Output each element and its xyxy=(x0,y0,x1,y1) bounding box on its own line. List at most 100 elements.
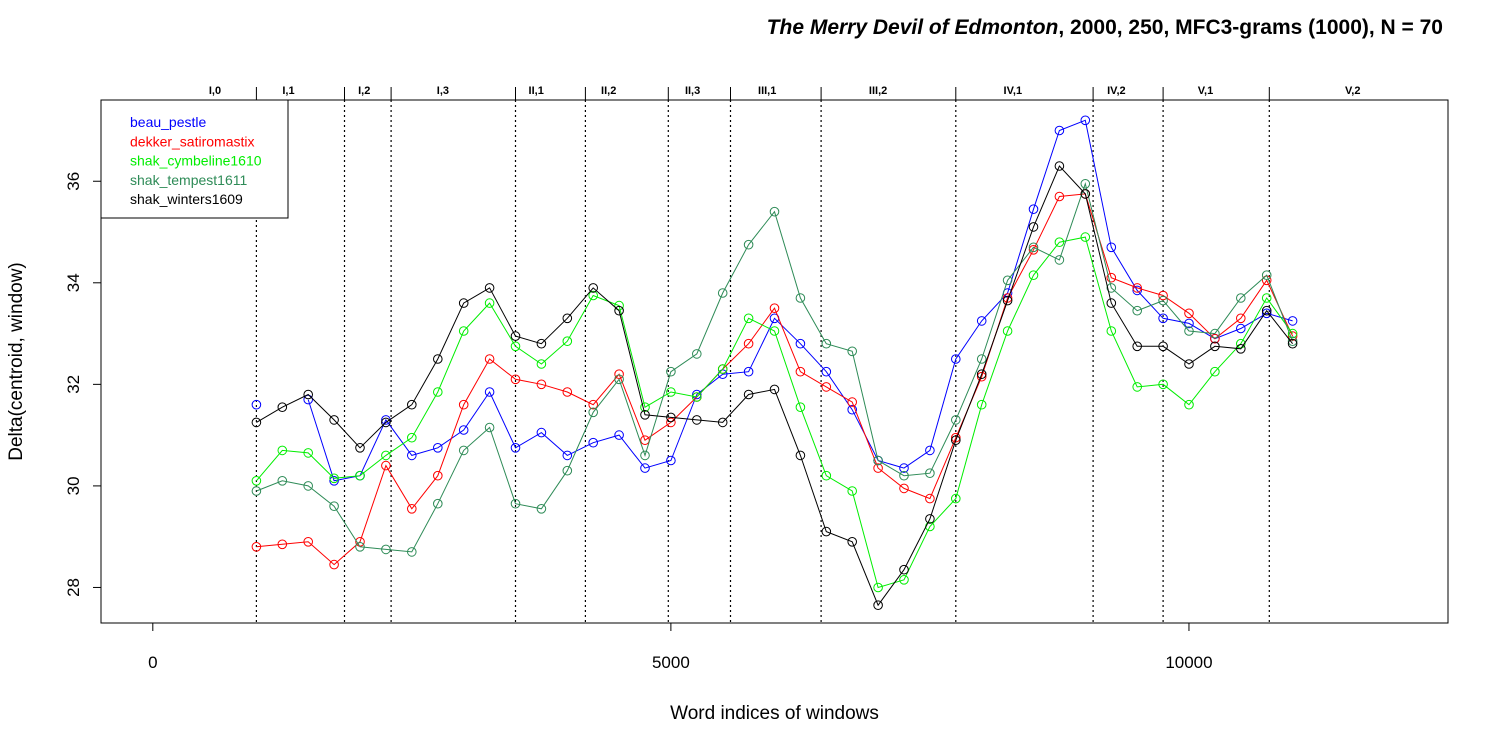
data-point xyxy=(329,559,339,570)
legend: beau_pestle dekker_satiromastix shak_cymbe… xyxy=(100,99,289,219)
legend-entry: shak_cymbeline1610 xyxy=(130,153,262,169)
data-point xyxy=(795,402,806,413)
data-point xyxy=(666,412,676,423)
data-point xyxy=(433,443,443,453)
data-point xyxy=(692,349,702,359)
data-point xyxy=(355,470,365,481)
data-point xyxy=(1158,379,1168,390)
data-point xyxy=(458,445,469,456)
data-point xyxy=(692,392,702,402)
data-point xyxy=(251,542,262,552)
data-point xyxy=(251,417,262,428)
data-point xyxy=(925,445,935,456)
data-point xyxy=(1002,275,1013,286)
legend-entry: dekker_satiromastix xyxy=(130,133,255,149)
data-point xyxy=(1261,308,1272,319)
data-point xyxy=(1132,341,1142,352)
data-point xyxy=(821,526,832,537)
data-point xyxy=(303,389,314,400)
data-point xyxy=(562,336,573,347)
data-point xyxy=(925,493,935,504)
data-point xyxy=(303,394,314,405)
data-point xyxy=(847,486,858,496)
data-point xyxy=(795,293,806,303)
data-point xyxy=(976,316,987,326)
data-point xyxy=(1028,270,1039,281)
x-tick-label: 5000 xyxy=(652,653,690,672)
series-line-shak_cymbeline1610 xyxy=(256,236,1294,589)
data-point xyxy=(355,443,365,453)
scene-label: V,1 xyxy=(1198,85,1214,97)
data-point xyxy=(1054,161,1065,171)
x-tick-label: 0 xyxy=(148,653,157,672)
data-point xyxy=(1002,293,1013,303)
data-point xyxy=(743,338,754,349)
data-point xyxy=(743,313,754,324)
data-point xyxy=(536,379,547,390)
data-point xyxy=(821,366,832,377)
data-point xyxy=(484,387,495,397)
data-point xyxy=(1080,115,1091,126)
data-point xyxy=(484,354,495,364)
series-shak_cymbeline1610 xyxy=(251,232,1298,593)
data-point xyxy=(976,369,987,380)
data-point xyxy=(458,298,469,308)
y-tick-label: 34 xyxy=(64,273,83,292)
legend-entry: beau_pestle xyxy=(130,114,207,130)
scene-label: II,2 xyxy=(601,85,616,97)
y-tick-label: 32 xyxy=(64,375,83,394)
data-point xyxy=(717,364,728,374)
data-point xyxy=(717,288,728,298)
data-point xyxy=(847,397,858,407)
scene-label: I,3 xyxy=(437,85,449,97)
data-point xyxy=(1132,305,1142,316)
data-point xyxy=(614,374,624,385)
data-point xyxy=(640,450,650,461)
chart-title: The Merry Devil of Edmonton, 2000, 250, … xyxy=(767,16,1443,39)
data-point xyxy=(1210,328,1220,339)
data-point xyxy=(1106,272,1117,283)
data-point xyxy=(899,463,909,473)
data-point xyxy=(769,384,780,395)
data-point xyxy=(976,354,987,364)
data-point xyxy=(692,415,702,425)
data-point xyxy=(1106,242,1117,253)
data-point xyxy=(1080,179,1091,189)
data-point xyxy=(1028,242,1039,253)
data-point xyxy=(1236,323,1246,334)
data-point xyxy=(1210,333,1220,344)
series-dekker_satiromastix xyxy=(251,189,1298,570)
data-point xyxy=(381,460,391,471)
scene-label: I,2 xyxy=(358,85,370,97)
data-point xyxy=(433,470,443,481)
data-point xyxy=(1184,326,1194,336)
data-point xyxy=(640,402,650,413)
data-point xyxy=(1287,328,1298,339)
data-point xyxy=(666,417,676,428)
data-point xyxy=(1002,326,1013,336)
scene-label: I,1 xyxy=(282,85,294,97)
data-point xyxy=(614,305,624,316)
data-point xyxy=(303,537,314,547)
scene-label: III,2 xyxy=(869,85,887,97)
data-point xyxy=(951,354,961,364)
data-point xyxy=(562,313,573,324)
data-point xyxy=(769,303,780,314)
data-point xyxy=(1002,295,1013,306)
data-point xyxy=(510,331,521,341)
data-point xyxy=(510,374,521,385)
data-point xyxy=(251,486,262,496)
series-shak_tempest1611 xyxy=(251,179,1298,557)
scene-label: II,1 xyxy=(529,85,544,97)
series-line-shak_tempest1611 xyxy=(256,182,1294,553)
data-point xyxy=(717,417,728,428)
data-point xyxy=(588,399,599,410)
data-point xyxy=(407,547,417,557)
data-point xyxy=(1158,313,1168,324)
data-point xyxy=(329,501,339,512)
data-point xyxy=(899,483,909,494)
data-point xyxy=(355,542,365,552)
plot-frame xyxy=(100,99,1449,624)
data-point xyxy=(769,326,780,336)
data-point xyxy=(510,341,521,352)
